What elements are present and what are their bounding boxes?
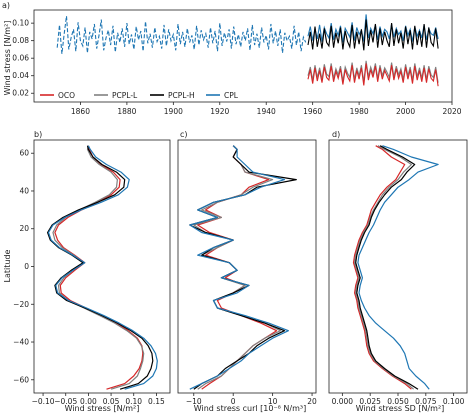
x-tick-label: 1900	[164, 107, 183, 116]
x-tick-label: 0	[231, 397, 236, 406]
x-tick-label: 2020	[442, 107, 461, 116]
x-tick-label: 0.025	[359, 397, 381, 406]
y-tick-label: 0.08	[12, 36, 29, 45]
panel-d-ticks: 0.000 0.025 0.050 0.075 0.100	[332, 393, 465, 406]
panel-b-label: b)	[34, 130, 42, 139]
panel-d-xlabel: Wind stress SD [N/m²]	[356, 404, 445, 413]
x-tick-label: 1860	[71, 107, 90, 116]
y-tick-label: −40	[13, 338, 29, 347]
x-tick-label: 20	[307, 397, 317, 406]
x-tick-label: 0.00	[80, 397, 97, 406]
legend-label-pcpl-h: PCPL-H	[168, 91, 195, 100]
profile-line-cpl	[357, 145, 439, 390]
y-tick-label: 0	[24, 262, 29, 271]
x-tick-label: −0.05	[54, 397, 77, 406]
y-tick-label: 0.10	[12, 19, 29, 28]
y-tick-label: −60	[13, 375, 29, 384]
y-tick-label: 40	[19, 186, 29, 195]
x-tick-label: 0.05	[103, 397, 120, 406]
x-tick-label: 0.100	[443, 397, 465, 406]
panel-d-frame	[328, 139, 468, 394]
panel-a-label: a)	[2, 1, 10, 10]
y-tick-label: 0.02	[12, 89, 29, 98]
series-line-cpl-1	[307, 14, 439, 43]
x-tick-label: 2000	[396, 107, 415, 116]
x-tick-label: 1960	[303, 107, 322, 116]
series-line-oco-4	[307, 63, 439, 87]
y-tick-label: 0.04	[12, 71, 29, 80]
panel-a-ylabel: Wind stress [N/m²]	[3, 21, 12, 96]
legend: OCO PCPL-L PCPL-H CPL	[40, 91, 239, 100]
y-tick-label: 0.06	[12, 54, 29, 63]
panel-d-wind-stress-sd: 0.000 0.025 0.050 0.075 0.100 d) Wind stress…	[328, 130, 468, 413]
panel-c-ticks: −10 0 10 20	[186, 393, 317, 406]
profile-line-pcpl-h	[189, 145, 297, 390]
profile-line-oco	[54, 145, 144, 390]
series-line-cpl-0	[56, 16, 307, 54]
x-tick-label: 0.050	[387, 397, 409, 406]
y-tick-label: −20	[13, 300, 29, 309]
panel-c-xlabel: Wind stress curl [10⁻⁸ N/m³]	[194, 404, 306, 413]
panel-b-wind-stress: −0.10 −0.05 0.00 0.05 0.10 0.15 −60 −40 −20 0 20 40…	[3, 130, 171, 413]
panel-a-series	[56, 14, 439, 87]
profile-line-oco	[352, 145, 412, 390]
x-tick-label: 10	[268, 397, 278, 406]
panel-c-label: c)	[180, 130, 188, 139]
panel-b-xlabel: Wind stress [N/m²]	[65, 404, 140, 413]
series-line-pcpl-h-2	[307, 19, 439, 51]
panel-b-frame	[33, 139, 171, 394]
y-tick-label: 60	[19, 149, 29, 158]
x-tick-label: 1880	[117, 107, 136, 116]
panel-b-series	[46, 145, 158, 390]
x-tick-label: 0.075	[415, 397, 437, 406]
x-tick-label: 0.10	[125, 397, 142, 406]
y-tick-label: 20	[19, 224, 29, 233]
x-tick-label: 0.15	[148, 397, 165, 406]
panel-c-series	[189, 145, 297, 390]
profile-line-pcpl-l	[193, 145, 282, 390]
profile-line-cpl	[47, 145, 158, 390]
profile-line-pcpl-l	[52, 145, 145, 390]
series-line-pcpl-l-3	[307, 60, 439, 83]
profile-line-pcpl-h	[46, 145, 154, 390]
panel-b-ticks: −0.10 −0.05 0.00 0.05 0.10 0.15 −60 −40 −20 0 20 40…	[13, 149, 165, 406]
x-tick-label: 0.000	[332, 397, 354, 406]
profile-line-pcpl-h	[355, 145, 419, 390]
x-tick-label: 1940	[257, 107, 276, 116]
panel-d-label: d)	[332, 130, 340, 139]
panel-b-ylabel: Latitude	[3, 249, 12, 282]
x-tick-label: 1980	[350, 107, 369, 116]
legend-label-pcpl-l: PCPL-L	[112, 91, 138, 100]
x-tick-label: 1920	[210, 107, 229, 116]
x-tick-label: −0.10	[32, 397, 55, 406]
legend-label-oco: OCO	[58, 91, 75, 100]
legend-label-cpl: CPL	[224, 91, 239, 100]
x-tick-label: −10	[186, 397, 202, 406]
panel-c-wind-stress-curl: −10 0 10 20 c) Wind stress curl [10⁻⁸ N/m³]	[177, 130, 317, 413]
panel-a-ticks: 1860 1880 1900 1920 1940 1960 1980 2000 2020 0.02…	[12, 19, 461, 116]
panel-d-series	[352, 145, 439, 390]
panel-a-timeseries: 1860 1880 1900 1920 1940 1960 1980 2000 2020 0.02…	[2, 1, 462, 116]
panel-c-frame	[177, 139, 317, 394]
panel-a-frame	[33, 9, 453, 103]
profile-line-pcpl-l	[354, 145, 414, 390]
profile-line-cpl	[189, 145, 289, 390]
